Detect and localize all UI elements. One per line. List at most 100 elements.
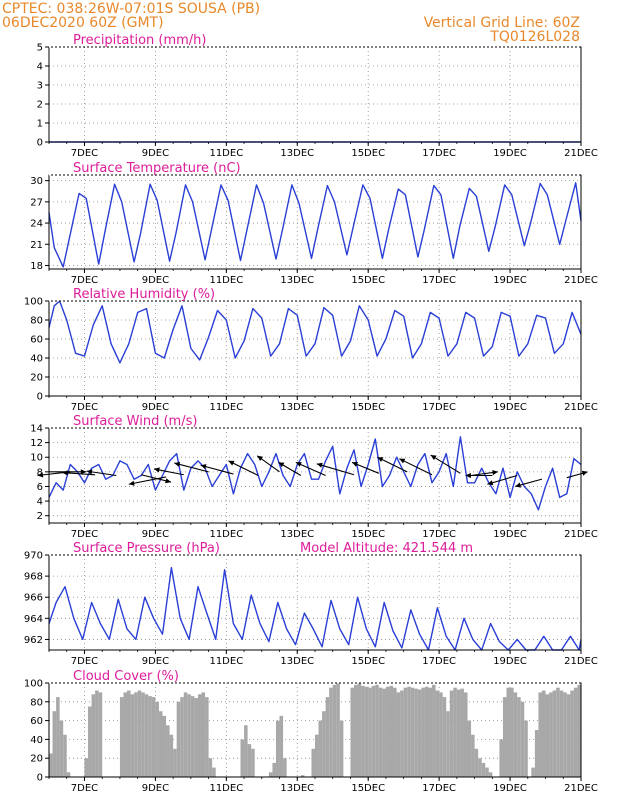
- cloud-bar: [119, 697, 124, 777]
- cloud-bar: [208, 758, 213, 777]
- header-station: CPTEC: 038:26W-07:01S SOUSA (PB): [2, 1, 260, 17]
- cloud-bar: [371, 685, 376, 777]
- x-tick-label: 21DEC: [564, 656, 598, 667]
- cloud-bar: [63, 734, 67, 777]
- wind-vector-head: [86, 469, 93, 475]
- cloud-bar: [502, 697, 507, 777]
- cloud-bar: [183, 692, 188, 777]
- panel-cloud: 0 20 40 60 80 100 7DEC 9DEC 11DEC 13DEC 15DEC 17DEC…: [24, 669, 598, 794]
- wind-vector-head: [487, 480, 494, 486]
- cloud-bar: [52, 711, 57, 777]
- cloud-bar: [506, 687, 511, 777]
- cloud-bar: [378, 687, 383, 777]
- panel-title-rh: Relative Humidity (%): [73, 287, 215, 302]
- y-tick-label: 4: [37, 497, 43, 508]
- cloud-bar: [478, 758, 482, 777]
- x-tick-label: 15DEC: [351, 275, 385, 286]
- wind-vector: [377, 456, 408, 473]
- panel-temp: 18 21 24 27 30 7DEC 9DEC 11DEC 13DEC 15DEC 17DEC 19…: [30, 161, 598, 286]
- x-tick-label: 7DEC: [71, 148, 98, 159]
- wind-vector-head: [37, 472, 44, 478]
- wind-vector-head: [154, 467, 160, 473]
- cloud-bar: [520, 701, 525, 777]
- cloud-bar: [570, 690, 574, 777]
- cloud-bar: [524, 720, 528, 777]
- wind-vector-head: [257, 455, 264, 461]
- x-tick-label: 9DEC: [142, 402, 169, 413]
- cloud-bar: [322, 711, 326, 777]
- cloud-bar: [201, 692, 206, 777]
- y-tick-label: 962: [24, 635, 43, 646]
- cloud-bar: [325, 697, 330, 777]
- x-tick-label: 11DEC: [209, 148, 243, 159]
- cloud-bar: [559, 690, 564, 777]
- x-tick-label: 11DEC: [209, 529, 243, 540]
- cloud-bar: [279, 715, 284, 777]
- cloud-bar: [318, 720, 323, 777]
- cloud-bar: [251, 748, 255, 777]
- cloud-bar: [368, 687, 372, 777]
- wind-vector: [316, 463, 355, 476]
- x-tick-label: 21DEC: [564, 275, 598, 286]
- x-tick-label: 19DEC: [493, 656, 527, 667]
- cloud-bar: [538, 692, 542, 777]
- cloud-bar: [382, 688, 386, 777]
- wind-vector: [62, 472, 96, 476]
- series-line-rh: [48, 300, 582, 364]
- y-tick-label: 40: [30, 735, 43, 746]
- cloud-bar: [545, 694, 550, 777]
- cloud-bar: [442, 697, 447, 777]
- wind-vector: [430, 454, 461, 474]
- x-tick-label: 15DEC: [351, 656, 385, 667]
- cloud-bar: [403, 687, 408, 777]
- wind-vector-head: [128, 480, 135, 486]
- wind-vector-head: [352, 462, 358, 467]
- cloud-bar: [332, 684, 337, 777]
- wind-vector: [399, 458, 433, 476]
- cloud-bar: [385, 686, 390, 777]
- wind-vector-head: [228, 460, 235, 466]
- cloud-bar: [180, 697, 184, 777]
- wind-vector-head: [165, 478, 171, 484]
- cloud-bar: [364, 686, 369, 777]
- x-tick-label: 15DEC: [351, 783, 385, 794]
- cloud-bar: [84, 758, 89, 777]
- cloud-bar: [272, 762, 276, 777]
- x-tick-label: 13DEC: [280, 783, 314, 794]
- cloud-bar: [173, 748, 177, 777]
- x-tick-label: 17DEC: [422, 783, 456, 794]
- cloud-bar: [336, 683, 340, 777]
- cloud-bar: [56, 697, 60, 777]
- x-tick-label: 7DEC: [71, 275, 98, 286]
- y-tick-label: 2: [37, 100, 43, 111]
- wind-vector-head: [200, 464, 207, 470]
- panel-title-wind: Surface Wind (m/s): [73, 414, 197, 429]
- y-tick-label: 30: [30, 176, 43, 187]
- y-tick-label: 60: [30, 335, 43, 346]
- cloud-bar: [190, 696, 195, 777]
- x-tick-label: 19DEC: [493, 529, 527, 540]
- cloud-bar: [130, 694, 135, 777]
- cloud-bar: [435, 690, 440, 777]
- x-tick-label: 15DEC: [351, 529, 385, 540]
- cloud-bar: [134, 692, 138, 777]
- cloud-bar: [350, 687, 355, 777]
- cloud-bar: [244, 725, 248, 777]
- cloud-bar: [573, 687, 578, 777]
- cloud-bar: [155, 701, 159, 777]
- wind-vector-head: [515, 482, 522, 488]
- series-line-pressure: [48, 567, 582, 651]
- x-tick-label: 7DEC: [71, 402, 98, 413]
- cloud-bar: [375, 684, 379, 777]
- y-tick-label: 100: [24, 679, 43, 690]
- panel-wind: 2 4 6 8 10 12 14 7DEC 9DEC 11DEC 13DEC 15DEC 17DEC 19…: [30, 414, 598, 540]
- cloud-bar: [339, 720, 344, 777]
- cloud-bar: [396, 692, 401, 777]
- panel-rh: 0 20 40 60 80 100 7DEC 9DEC 11DEC 13DEC 15DEC 17DEC…: [24, 287, 598, 413]
- panel-title-precip: Precipitation (mm/h): [73, 33, 206, 48]
- cloud-bar: [541, 690, 546, 777]
- cloud-bar: [549, 692, 553, 777]
- x-tick-label: 13DEC: [280, 656, 314, 667]
